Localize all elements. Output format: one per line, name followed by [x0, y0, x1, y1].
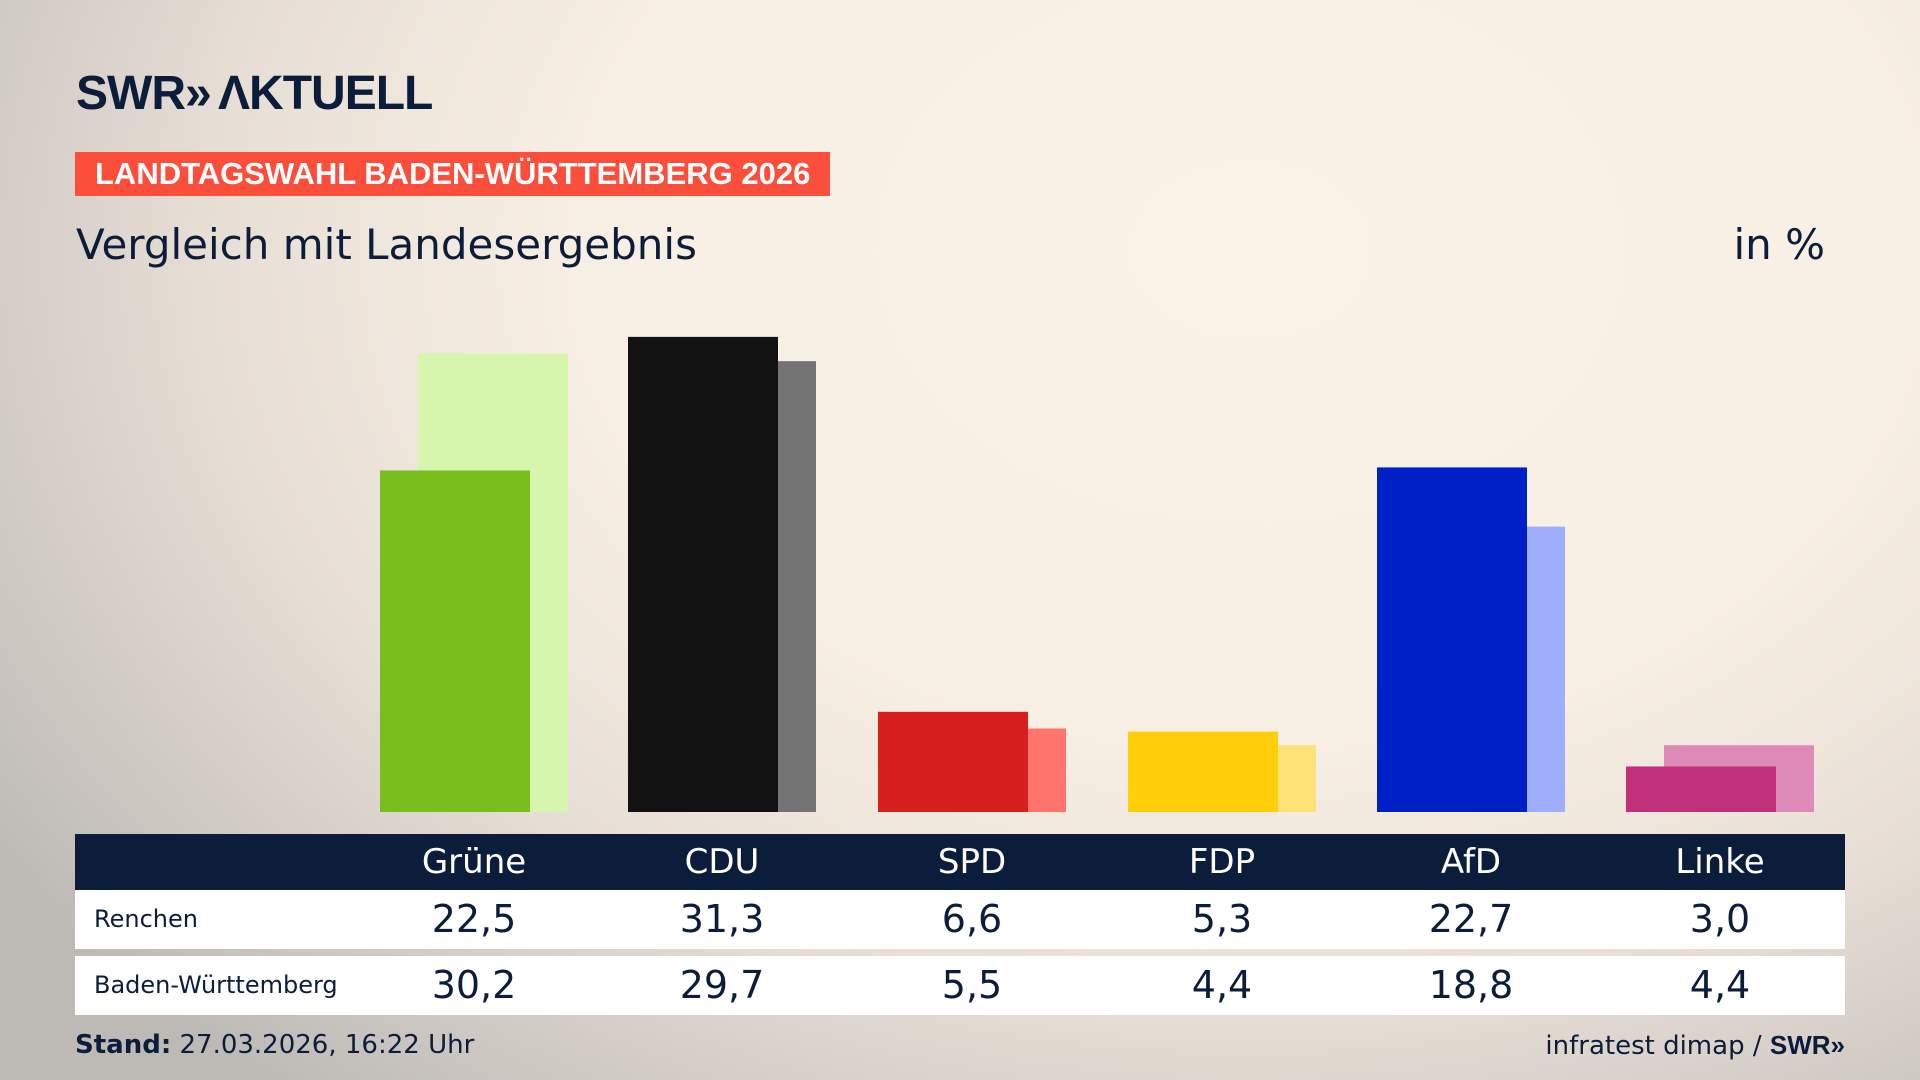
timestamp: Stand: 27.03.2026, 16:22 Uhr: [75, 1030, 474, 1060]
category-label: AfD: [1440, 842, 1502, 882]
value-bw: 5,5: [941, 963, 1003, 1007]
value-bw: 18,8: [1428, 963, 1514, 1007]
value-bw: 4,4: [1191, 963, 1253, 1007]
swr-logo: SWR»: [1769, 1030, 1845, 1060]
bar-renchen-4: [1377, 467, 1527, 812]
unit-label: in %: [1733, 220, 1825, 269]
value-bw: 4,4: [1689, 963, 1751, 1007]
value-renchen: 22,5: [431, 897, 517, 941]
value-renchen: 6,6: [941, 897, 1003, 941]
source: infratest dimap / SWR»: [1545, 1030, 1845, 1061]
category-label: Grüne: [421, 842, 527, 882]
stand-value: 27.03.2026, 16:22 Uhr: [179, 1030, 475, 1060]
bar-chart: [380, 336, 1814, 812]
stand-label: Stand:: [75, 1030, 172, 1060]
value-bw: 29,7: [679, 963, 765, 1007]
bar-renchen-0: [380, 470, 530, 812]
source-text: infratest dimap /: [1545, 1031, 1762, 1061]
table-row-bw: Baden-Württemberg 30,2 29,7 5,5 4,4 18,8 4,4: [75, 956, 1845, 1015]
category-label: FDP: [1188, 842, 1256, 882]
bar-renchen-5: [1626, 766, 1776, 812]
row-label: Renchen: [94, 905, 198, 933]
bar-renchen-2: [878, 711, 1028, 812]
category-label: SPD: [937, 842, 1007, 882]
value-renchen: 3,0: [1689, 897, 1751, 941]
swr-aktuell-logo: SWR» ΛKTUELL: [76, 67, 433, 120]
value-bw: 30,2: [431, 963, 517, 1007]
table-header: Grüne CDU SPD FDP AfD Linke: [75, 834, 1845, 890]
value-renchen: 22,7: [1428, 897, 1514, 941]
bar-renchen-1: [628, 336, 778, 812]
category-label: Linke: [1675, 842, 1765, 882]
value-renchen: 5,3: [1191, 897, 1253, 941]
row-label: Baden-Württemberg: [94, 971, 338, 999]
election-banner: LANDTAGSWAHL BADEN-WÜRTTEMBERG 2026: [75, 152, 831, 196]
value-renchen: 31,3: [679, 897, 765, 941]
category-label: CDU: [684, 842, 760, 882]
table-row-renchen: Renchen 22,5 31,3 6,6 5,3 22,7 3,0: [75, 890, 1845, 949]
chart-subtitle: Vergleich mit Landesergebnis: [76, 220, 697, 269]
bar-renchen-3: [1128, 731, 1278, 812]
